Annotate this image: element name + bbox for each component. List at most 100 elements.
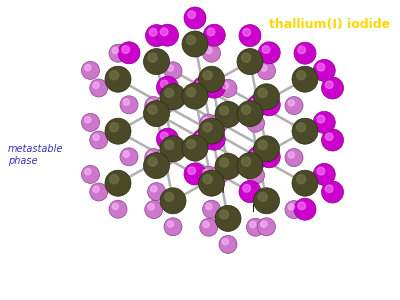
Circle shape	[160, 84, 186, 110]
Circle shape	[317, 115, 325, 123]
Circle shape	[247, 94, 269, 116]
Circle shape	[288, 152, 294, 158]
Circle shape	[188, 167, 196, 175]
Circle shape	[149, 28, 157, 36]
Circle shape	[262, 46, 270, 53]
Circle shape	[254, 136, 280, 162]
Circle shape	[148, 157, 157, 166]
Circle shape	[237, 153, 263, 178]
Circle shape	[237, 49, 263, 75]
Circle shape	[145, 97, 163, 115]
Circle shape	[246, 114, 264, 132]
Circle shape	[90, 79, 108, 97]
Circle shape	[211, 166, 229, 184]
Circle shape	[258, 42, 280, 64]
Circle shape	[296, 123, 306, 132]
Circle shape	[192, 76, 214, 99]
Circle shape	[164, 62, 182, 80]
Circle shape	[313, 111, 335, 134]
Circle shape	[211, 114, 229, 132]
Circle shape	[242, 53, 251, 62]
Circle shape	[198, 118, 224, 144]
Circle shape	[198, 170, 224, 196]
Circle shape	[184, 163, 206, 185]
Circle shape	[112, 203, 118, 210]
Circle shape	[207, 28, 215, 36]
Circle shape	[258, 62, 276, 80]
Circle shape	[322, 129, 344, 151]
Circle shape	[298, 46, 306, 54]
Circle shape	[188, 11, 196, 19]
Text: I: I	[252, 204, 254, 214]
Circle shape	[254, 84, 280, 110]
Circle shape	[110, 123, 119, 132]
Circle shape	[250, 221, 256, 228]
Circle shape	[200, 114, 218, 132]
Circle shape	[123, 99, 130, 105]
Circle shape	[203, 76, 225, 98]
Circle shape	[145, 148, 163, 166]
Circle shape	[207, 80, 215, 88]
Circle shape	[222, 238, 228, 245]
Circle shape	[93, 134, 99, 140]
Circle shape	[90, 131, 108, 149]
Circle shape	[144, 153, 170, 178]
Circle shape	[156, 148, 174, 166]
Circle shape	[242, 105, 251, 114]
Circle shape	[82, 165, 100, 183]
Circle shape	[288, 100, 294, 106]
Circle shape	[82, 61, 100, 80]
Circle shape	[206, 203, 212, 210]
Circle shape	[242, 157, 251, 166]
Circle shape	[254, 188, 280, 214]
Circle shape	[247, 146, 269, 168]
Circle shape	[160, 80, 168, 88]
Circle shape	[105, 170, 131, 196]
Circle shape	[203, 221, 209, 228]
Circle shape	[192, 129, 214, 151]
Circle shape	[292, 66, 318, 92]
Circle shape	[156, 24, 178, 46]
Circle shape	[184, 7, 206, 29]
Circle shape	[220, 158, 229, 167]
Circle shape	[246, 166, 264, 184]
Circle shape	[109, 44, 127, 62]
Circle shape	[237, 100, 263, 127]
Circle shape	[246, 218, 264, 236]
Circle shape	[207, 132, 215, 140]
Circle shape	[251, 150, 259, 158]
Circle shape	[123, 151, 130, 157]
Circle shape	[215, 206, 241, 231]
Circle shape	[148, 183, 166, 201]
Circle shape	[164, 218, 182, 236]
Circle shape	[160, 136, 186, 162]
Circle shape	[198, 66, 224, 92]
Circle shape	[258, 192, 267, 201]
Circle shape	[222, 82, 228, 89]
Circle shape	[262, 98, 270, 105]
Circle shape	[160, 188, 186, 214]
Circle shape	[258, 146, 280, 168]
Circle shape	[122, 46, 130, 53]
Circle shape	[258, 140, 267, 149]
Circle shape	[164, 88, 174, 98]
Circle shape	[325, 185, 333, 193]
Circle shape	[160, 132, 168, 140]
Circle shape	[146, 25, 168, 46]
Circle shape	[203, 175, 212, 184]
Circle shape	[325, 133, 333, 140]
Circle shape	[109, 200, 127, 218]
Circle shape	[261, 65, 267, 71]
Text: metastable
phase: metastable phase	[8, 144, 63, 166]
Circle shape	[105, 118, 131, 144]
Circle shape	[258, 218, 276, 236]
Circle shape	[148, 100, 154, 106]
Circle shape	[159, 152, 165, 158]
Circle shape	[203, 123, 212, 132]
Circle shape	[200, 166, 218, 184]
Circle shape	[203, 169, 209, 176]
Circle shape	[186, 88, 196, 97]
Circle shape	[243, 28, 250, 36]
Circle shape	[203, 117, 209, 124]
Circle shape	[200, 218, 218, 236]
